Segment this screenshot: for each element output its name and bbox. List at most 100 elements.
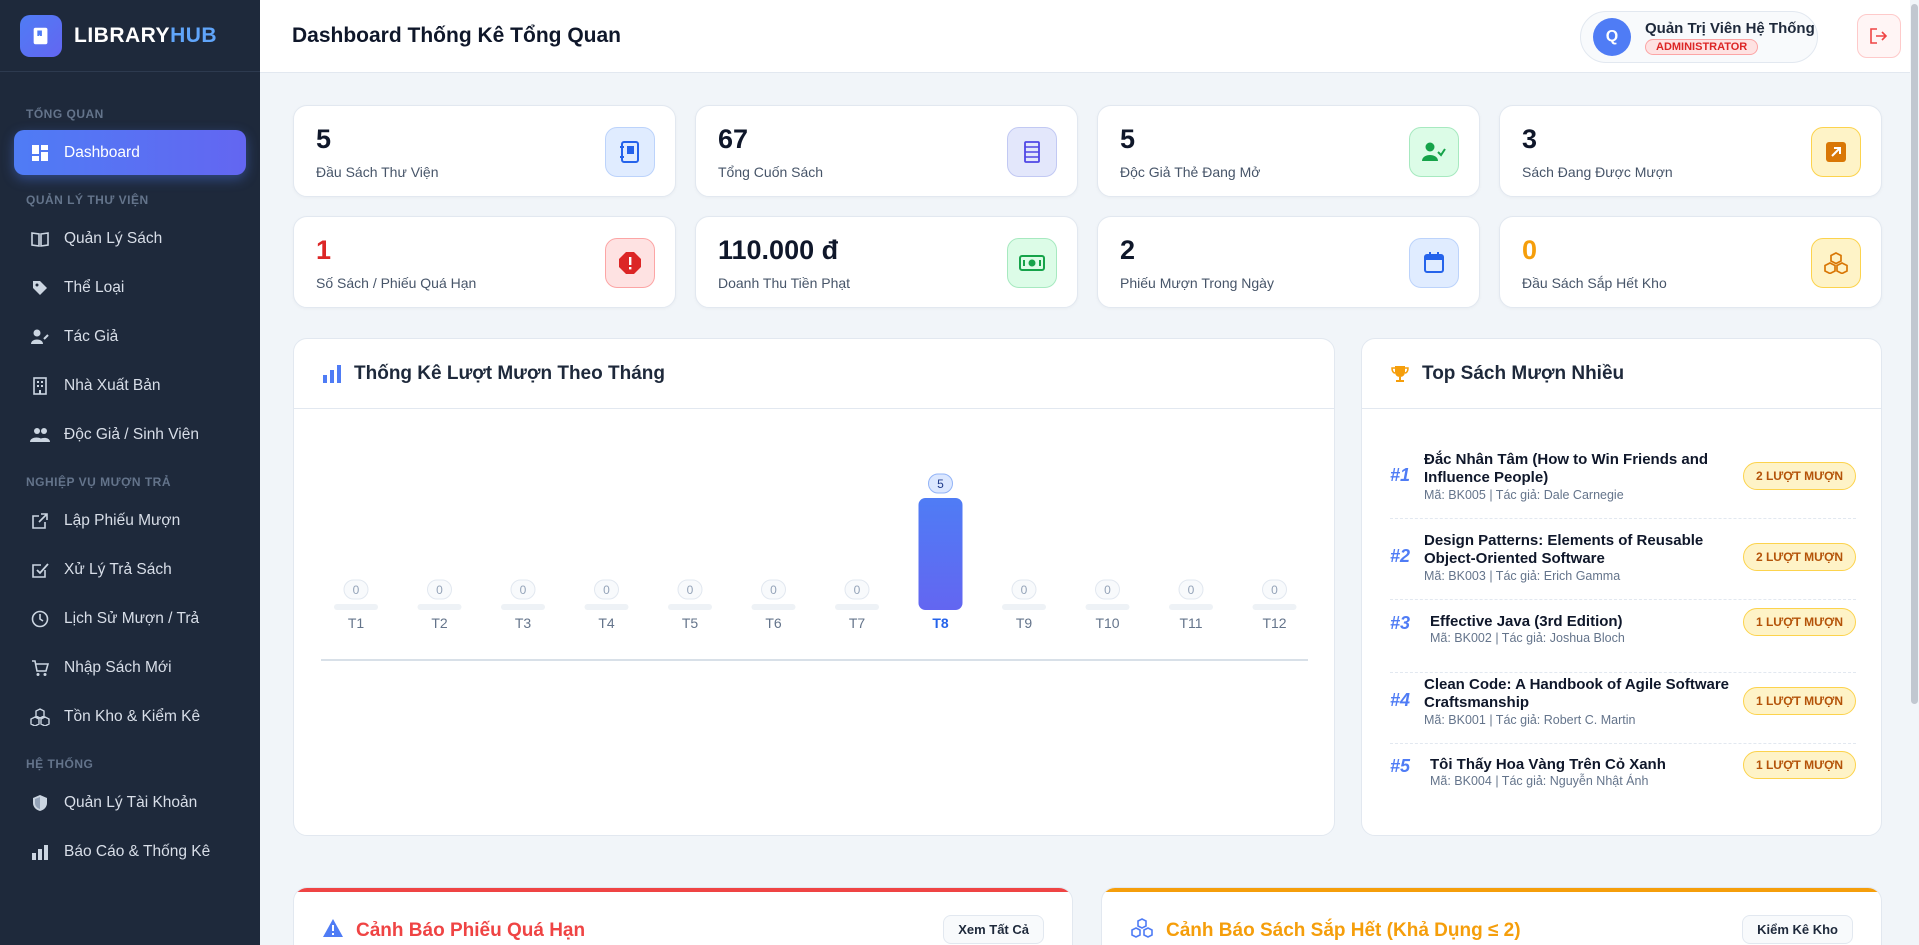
sidebar-item-books[interactable]: Quản Lý Sách [14,216,246,261]
chart-value-pill [1011,579,1037,600]
book-title: Effective Java (3rd Edition) [1430,613,1623,630]
sidebar-item-history[interactable]: Lịch Sử Mượn / Trả [14,596,246,641]
chart-value-pill [510,579,536,600]
list-item[interactable]: #5 Tôi Thấy Hoa Vàng Trên Cỏ Xanh Mã: BK… [1390,744,1856,794]
sidebar-item-dashboard[interactable]: Dashboard [14,130,246,175]
chart-data-label: 0 [436,583,443,597]
sidebar-item-accounts[interactable]: Quản Lý Tài Khoản [14,780,246,825]
list-item[interactable]: #2 Design Patterns: Elements of Reusable… [1390,528,1856,600]
sidebar-item-inventory[interactable]: Tồn Kho & Kiểm Kê [14,694,246,739]
chart-tick-label: T3 [515,615,532,631]
sidebar-item-label: Lập Phiếu Mượn [64,511,181,529]
check-square-icon [30,560,50,580]
view-all-button[interactable]: Xem Tất Cả [943,915,1044,944]
sidebar-item-label: Độc Giả / Sinh Viên [64,425,199,443]
scrollbar-thumb[interactable] [1911,4,1918,704]
chart-value-pill [844,579,870,600]
book-logo-icon [20,14,62,57]
alert-accent-bar [294,888,1072,892]
loan-count-badge: 1 LƯỢT MƯỢN [1742,608,1856,636]
book-meta: Mã: BK003 | Tác giả: Erich Gamma [1424,569,1621,583]
role-badge: ADMINISTRATOR [1645,38,1759,55]
book-rank: #3 [1390,613,1411,633]
alert-title: Cảnh Báo Phiếu Quá Hạn [322,918,585,944]
sidebar-item-label: Dashboard [64,143,140,161]
nav-section-circulation: NGHIỆP VỤ MƯỢN TRẢ [26,475,171,489]
sidebar-item-reports[interactable]: Báo Cáo & Thống Kê [14,829,246,874]
chart-bar [918,498,963,610]
chart-tick-label: T6 [765,615,782,631]
stat-value: 67 [718,124,749,154]
sidebar-item-categories[interactable]: Thể Loại [14,265,246,310]
inventory-check-button[interactable]: Kiểm Kê Kho [1742,915,1853,944]
book-rank: #1 [1390,465,1411,485]
stat-label: Độc Giả Thẻ Đang Mở [1120,164,1261,180]
stat-value: 110.000 đ [718,235,839,265]
warning-triangle-icon [322,918,344,944]
nav-section-library: QUẢN LÝ THƯ VIỆN [26,193,149,207]
stat-value: 2 [1120,235,1136,265]
chart-value-pill [761,579,786,600]
stat-label: Đầu Sách Thư Viện [316,164,439,180]
sidebar-item-label: Xử Lý Trả Sách [64,560,172,578]
sidebar-item-label: Báo Cáo & Thống Kê [64,842,211,860]
logout-button[interactable] [1857,14,1901,58]
chart-value-pill [1262,579,1287,600]
chart-bar [1085,604,1130,610]
sidebar-item-create-loan[interactable]: Lập Phiếu Mượn [14,498,246,543]
chart-bar [835,604,879,610]
chart-value-pill [427,579,452,600]
list-item[interactable]: #1 Đắc Nhân Tâm (How to Win Friends and … [1390,447,1856,519]
sidebar-item-label: Lịch Sử Mượn / Trả [64,609,200,627]
chart-tick-label: T4 [598,615,615,631]
chart-data-label: 0 [1021,583,1028,597]
notebook-icon [605,127,655,177]
stat-label: Doanh Thu Tiền Phạt [718,275,851,291]
chart-data-label: 5 [937,477,944,491]
alert-title: Cảnh Báo Sách Sắp Hết (Khả Dụng ≤ 2) [1130,918,1521,944]
users-icon [30,425,50,445]
sidebar-item-returns[interactable]: Xử Lý Trả Sách [14,547,246,592]
alert-accent-bar [1102,888,1881,892]
book-title: Design Patterns: Elements of Reusable Ob… [1424,532,1704,567]
calendar-icon [1409,238,1459,288]
chart-data-label: 0 [1104,583,1111,597]
stat-card: 3 Sách Đang Được Mượn [1499,105,1882,197]
boxes-icon [30,707,50,727]
nav-section-overview: TỔNG QUAN [26,107,104,121]
bar-chart-icon [323,364,341,383]
alert-octagon-icon [605,238,655,288]
chart-data-label: 0 [353,583,360,597]
chart-bar [501,604,545,610]
book-meta: Mã: BK001 | Tác giả: Robert C. Martin [1424,713,1636,727]
stat-card: 1 Số Sách / Phiếu Quá Hạn [293,216,676,308]
chart-bar [751,604,796,610]
list-item[interactable]: #4 Clean Code: A Handbook of Agile Softw… [1390,672,1856,744]
panel-header: Thống Kê Lượt Mượn Theo Tháng [294,339,1334,409]
chart-tick-label: T9 [1016,615,1033,631]
chart-tick-label: T2 [431,615,448,631]
user-menu[interactable]: Q Quản Trị Viên Hệ Thống ADMINISTRATOR [1580,11,1818,63]
sidebar: LIBRARYHUB TỔNG QUAN Dashboard QUẢN LÝ T… [0,0,260,945]
chart-tick-label: T10 [1095,615,1119,631]
chart-bar [334,604,378,610]
sidebar-item-authors[interactable]: Tác Giả [14,314,246,359]
low-stock-alert-panel: Cảnh Báo Sách Sắp Hết (Khả Dụng ≤ 2) Kiể… [1101,887,1882,945]
book-rank: #4 [1390,690,1411,710]
brand[interactable]: LIBRARYHUB [0,0,260,72]
sidebar-item-publishers[interactable]: Nhà Xuất Bản [14,363,246,408]
chart-tick-label: T7 [849,615,866,631]
sidebar-item-label: Nhà Xuất Bản [64,376,161,394]
sidebar-item-label: Quản Lý Tài Khoản [64,793,198,811]
list-item[interactable]: #3 Effective Java (3rd Edition) Mã: BK00… [1390,601,1856,673]
sidebar-item-label: Tác Giả [64,327,119,345]
chart-tick-label: T8 [932,615,949,631]
sidebar-item-readers[interactable]: Độc Giả / Sinh Viên [14,412,246,457]
chart-tick-label: T12 [1262,615,1286,631]
page-scrollbar[interactable] [1910,0,1919,945]
chart-data-label: 0 [520,583,527,597]
stat-value: 5 [1120,124,1136,154]
alert-title-text: Cảnh Báo Sách Sắp Hết (Khả Dụng ≤ 2) [1166,920,1521,941]
book-title: Tôi Thấy Hoa Vàng Trên Cỏ Xanh [1430,756,1666,773]
sidebar-item-import[interactable]: Nhập Sách Mới [14,645,246,690]
